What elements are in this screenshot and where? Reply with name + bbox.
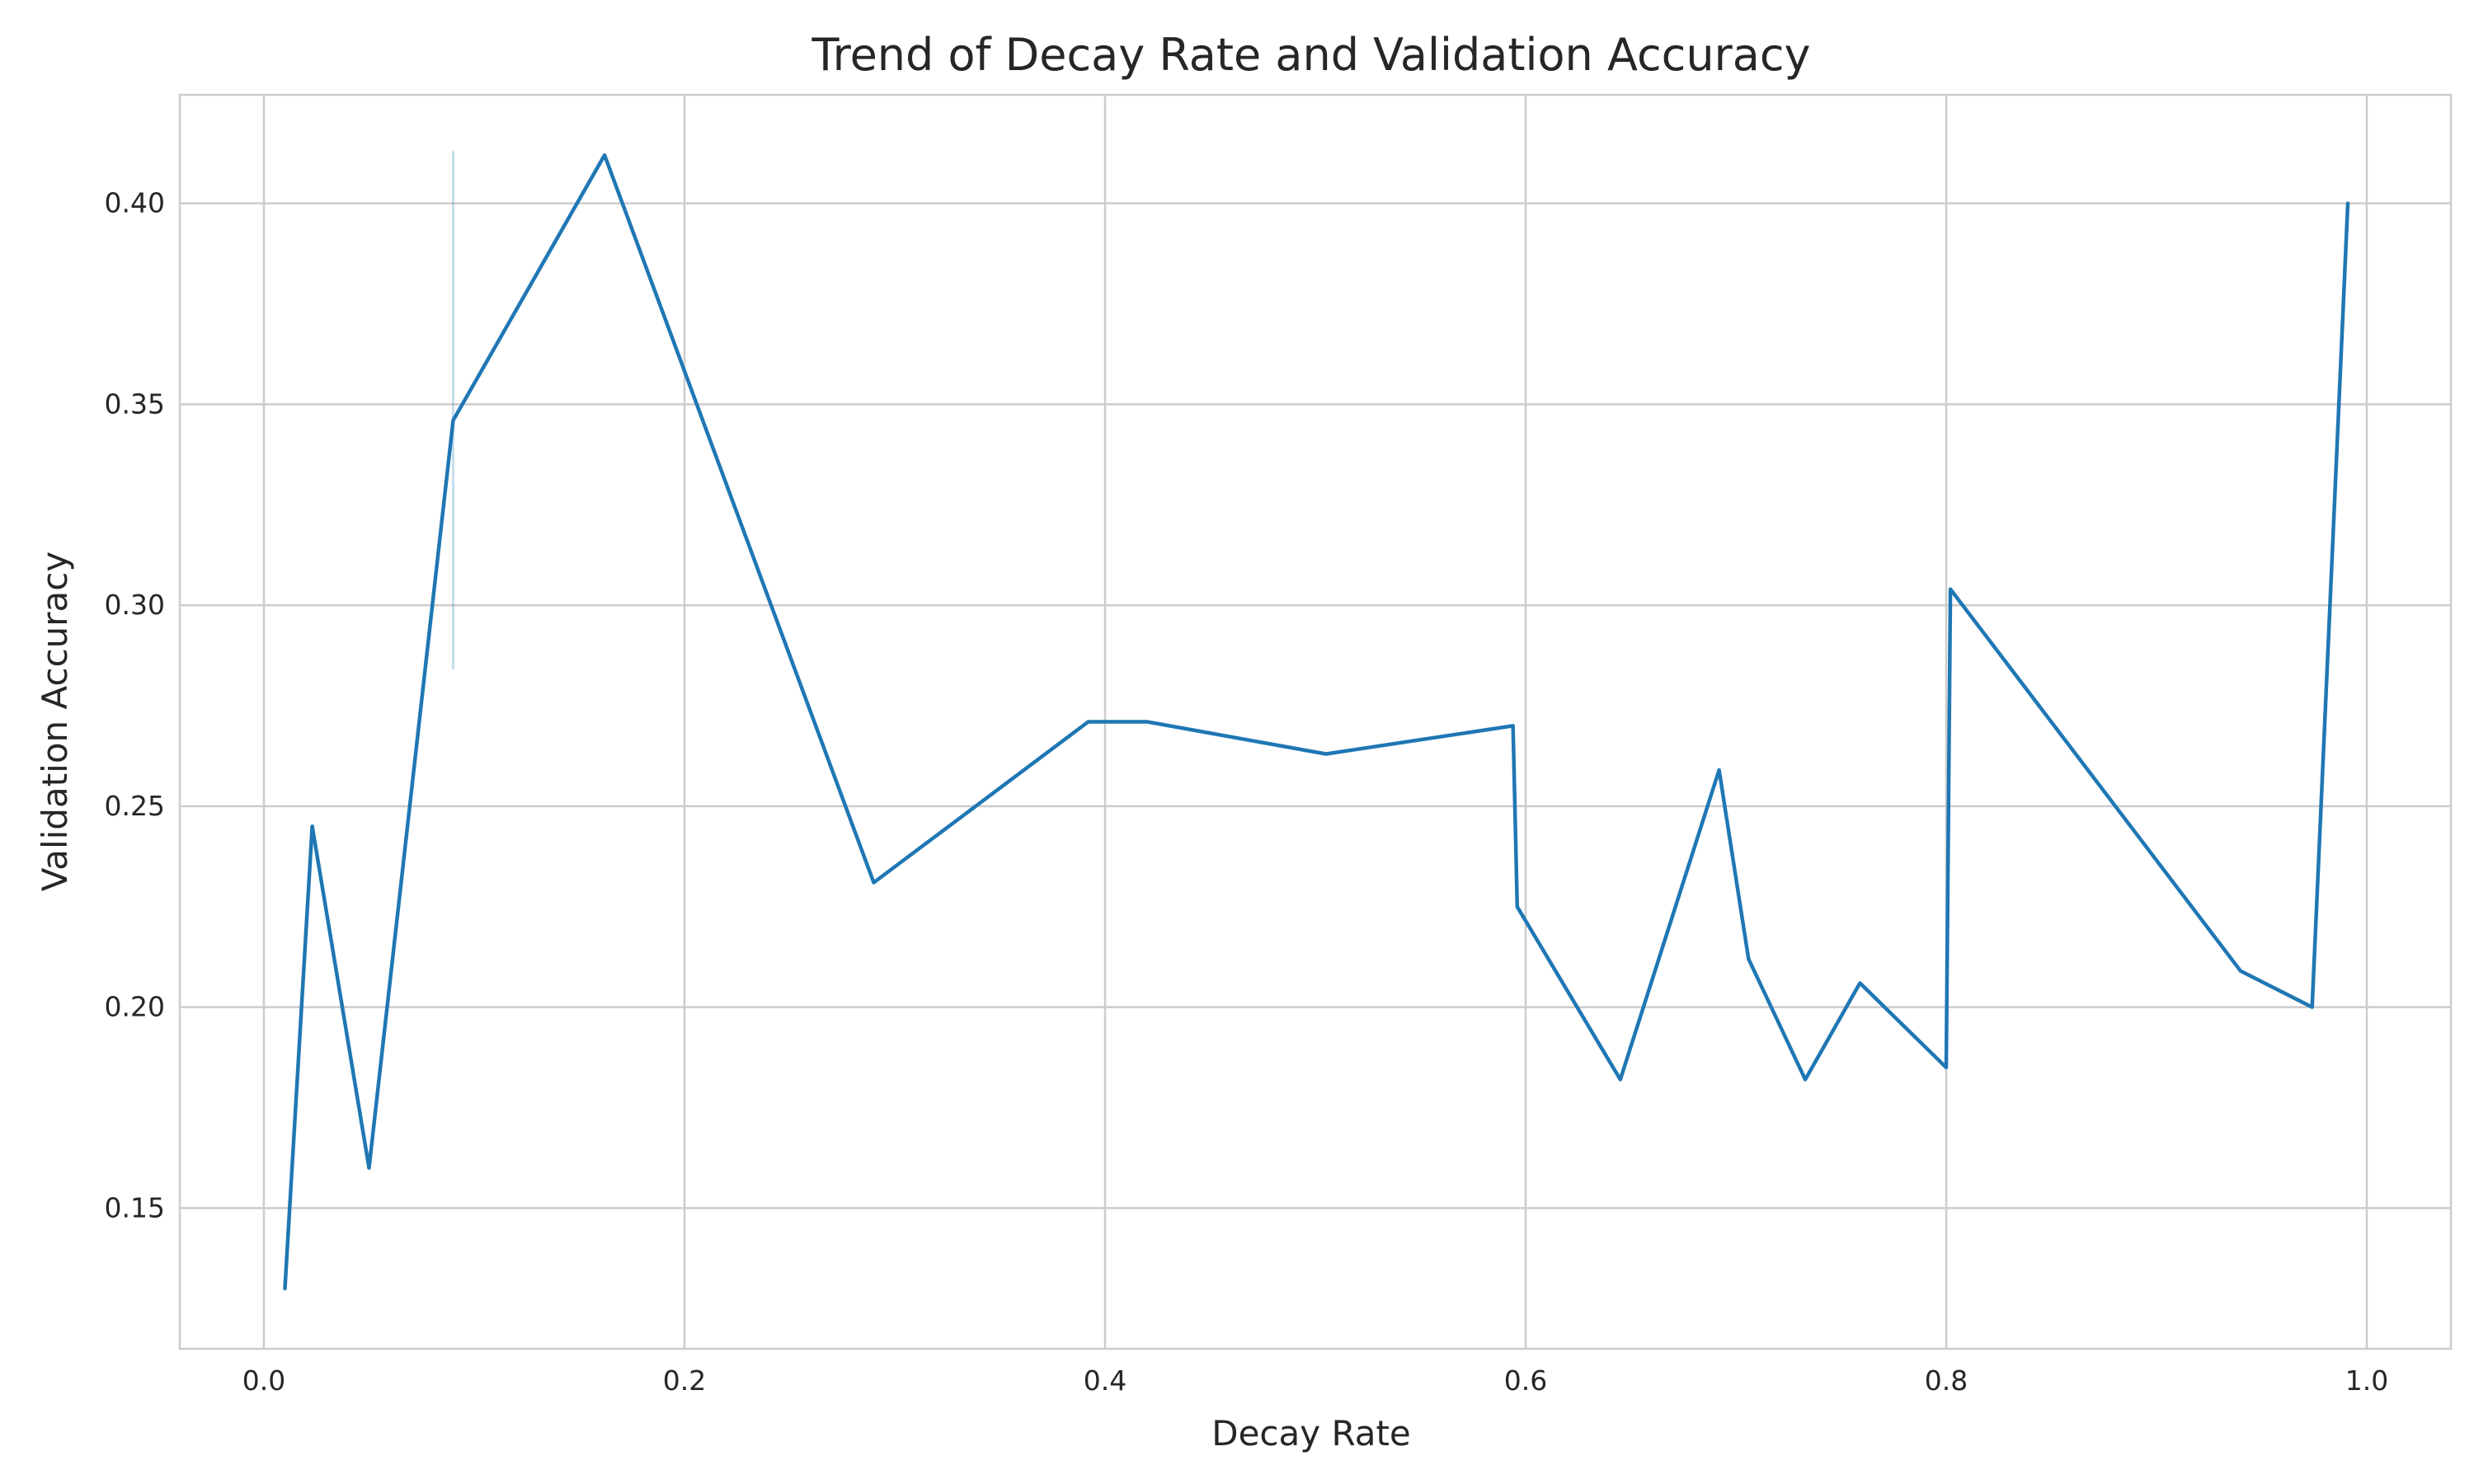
series-layer [283, 153, 2350, 1291]
x-tick-label: 0.4 [1084, 1364, 1126, 1397]
x-axis-ticks: 0.0 0.2 0.4 0.6 0.8 1.0 [242, 1364, 2388, 1397]
y-axis-ticks: 0.15 0.20 0.25 0.30 0.35 0.40 [105, 187, 165, 1224]
series-line [283, 153, 2350, 1291]
y-tick-label: 0.35 [105, 387, 165, 420]
y-axis-label: Validation Accuracy [35, 552, 75, 892]
x-tick-label: 0.6 [1504, 1364, 1547, 1397]
y-tick-label: 0.15 [105, 1191, 165, 1223]
y-tick-label: 0.40 [105, 187, 165, 219]
gridlines [180, 95, 2451, 1349]
chart-title: Trend of Decay Rate and Validation Accur… [811, 29, 1811, 81]
x-tick-label: 0.8 [1925, 1364, 1968, 1397]
plot-frame [178, 93, 2453, 1350]
y-tick-label: 0.30 [105, 589, 165, 621]
y-tick-label: 0.25 [105, 790, 165, 822]
x-tick-label: 0.0 [242, 1364, 285, 1397]
x-tick-label: 1.0 [2345, 1364, 2388, 1397]
y-tick-label: 0.20 [105, 991, 165, 1023]
x-tick-label: 0.2 [663, 1364, 706, 1397]
x-axis-label: Decay Rate [1211, 1413, 1411, 1453]
